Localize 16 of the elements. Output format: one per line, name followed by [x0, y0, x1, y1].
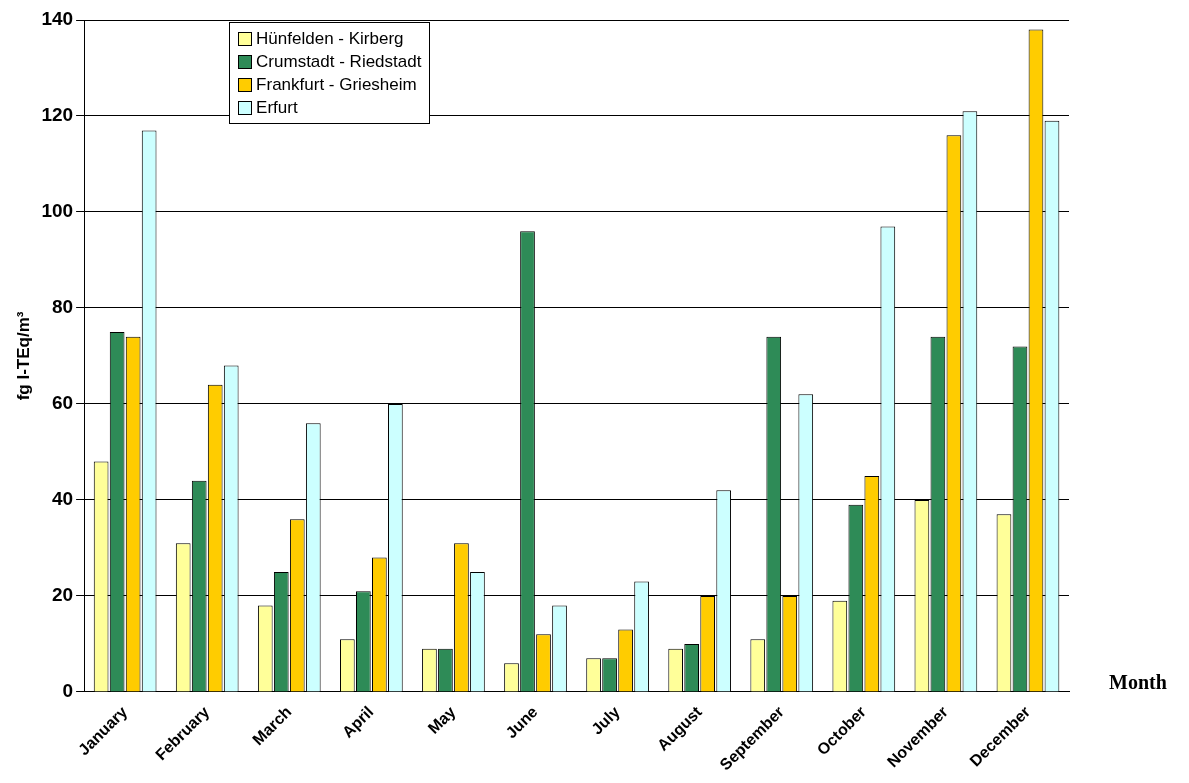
y-tick-label: 0 [62, 680, 74, 702]
y-tick-label: 60 [51, 392, 74, 414]
legend-label: Erfurt [256, 97, 298, 119]
legend-label: Frankfurt - Griesheim [256, 74, 417, 96]
x-axis-title: Month [1109, 671, 1167, 694]
y-tick-label: 140 [41, 8, 74, 30]
y-tick-label: 120 [41, 104, 74, 126]
legend-label: Hünfelden - Kirberg [256, 28, 404, 50]
y-tick-label: 40 [51, 488, 74, 510]
y-tick-label: 100 [41, 200, 74, 222]
y-tick-label: 80 [51, 296, 74, 318]
y-tick-label: 20 [51, 584, 74, 606]
y-axis-title: fg I-TEq/m³ [13, 311, 33, 401]
x-tick-label: May [424, 702, 459, 737]
x-tick-label: July [588, 702, 623, 738]
legend-label: Crumstadt - Riedstadt [256, 51, 422, 73]
